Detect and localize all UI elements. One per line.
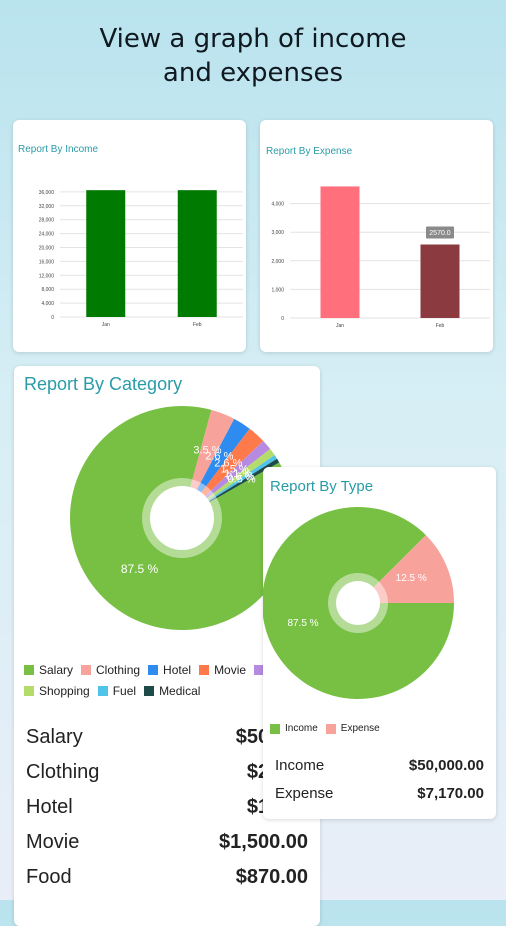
- legend-item: Shopping: [24, 681, 90, 701]
- legend-item: Fuel: [97, 681, 137, 701]
- income-report-title: Report By Income: [18, 144, 99, 155]
- category-report-title: Report By Category: [24, 374, 183, 394]
- legend-swatch: [81, 665, 92, 675]
- amount-row-value: $1,500.00: [219, 831, 308, 853]
- type-report-title: Report By Type: [270, 478, 374, 495]
- expense-report-card[interactable]: Report By Expense 0 1,000 2,000 3,000 4,000 J…: [260, 120, 493, 352]
- legend-item: Income: [270, 723, 318, 734]
- legend-label: Movie: [214, 663, 247, 677]
- legend-item: [254, 665, 269, 675]
- legend-label: Expense: [340, 723, 380, 734]
- slice-label: 2.6 %: [214, 457, 242, 469]
- amount-row-label: Salary: [26, 726, 83, 748]
- slice-label: 87.5 %: [121, 562, 159, 576]
- x-tick-label: Jan: [102, 322, 110, 328]
- amount-row-value: $50,000.00: [408, 757, 484, 774]
- type-legend: Income Expense: [270, 723, 388, 737]
- data-label-box: [426, 226, 454, 239]
- expense-report-title: Report By Expense: [266, 146, 353, 157]
- y-tick-label: 28,000: [39, 218, 55, 224]
- slice-label: 0.6 %: [226, 471, 254, 483]
- y-tick-label: 32,000: [39, 204, 55, 210]
- y-tick-label: 4,000: [41, 301, 54, 307]
- category-pie-chart: 87.5 %3.5 %2.6 %2.6 %1.5 %1.1 %0.6 %0.5 …: [70, 406, 295, 630]
- legend-item: Expense: [325, 723, 380, 734]
- type-amount-list: Income $50,000.00 Expense $7,170.00: [263, 753, 496, 813]
- legend-label: Medical: [159, 684, 201, 698]
- legend-swatch: [24, 686, 34, 696]
- y-tick-label: 4,000: [271, 202, 284, 208]
- y-tick-label: 12,000: [39, 273, 55, 279]
- headline-line-2: and expenses: [162, 58, 344, 88]
- amount-row-label: Movie: [26, 831, 80, 853]
- slice-label: 1.1 %: [224, 468, 252, 480]
- bar[interactable]: [320, 186, 360, 318]
- income-bar-chart: 0 4,000 8,000 12,000 16,000 20,000 24,000 28,00…: [39, 190, 243, 328]
- y-tick-label: 0: [281, 316, 284, 322]
- x-tick-label: Feb: [436, 323, 445, 329]
- bar[interactable]: [177, 190, 217, 317]
- legend-swatch: [325, 723, 336, 734]
- expense-bar-chart: 0 1,000 2,000 3,000 4,000 Jan Feb 2570.0: [271, 186, 490, 329]
- slice-label: 87.5 %: [287, 618, 318, 629]
- pie-slice[interactable]: [358, 535, 454, 603]
- amount-row-label: Expense: [275, 785, 334, 802]
- category-amount-list: Salary$50,000Clothing$2,000Hotel$1,500Mo…: [14, 722, 320, 922]
- legend-swatch: [270, 723, 280, 734]
- legend-swatch: [148, 665, 159, 675]
- pie-slice[interactable]: [263, 507, 454, 699]
- legend-item: Salary: [24, 660, 73, 680]
- slice-label: 12.5 %: [396, 573, 427, 584]
- bar[interactable]: [86, 190, 126, 317]
- legend-item: Clothing: [81, 660, 140, 680]
- legend-label: Hotel: [163, 663, 192, 677]
- y-tick-label: 1,000: [271, 287, 284, 293]
- legend-label: Income: [285, 723, 318, 734]
- slice-label: 2.6 %: [205, 450, 233, 462]
- amount-row-value: $7,170.00: [417, 785, 484, 802]
- amount-row-label: Income: [275, 757, 325, 774]
- y-tick-label: 24,000: [39, 232, 55, 238]
- donut-hole: [336, 581, 380, 625]
- y-tick-label: 36,000: [39, 190, 55, 196]
- income-report-card[interactable]: Report By Income 0 4,000 8,000 12,000 16,000…: [13, 120, 246, 352]
- legend-item: Movie: [199, 660, 246, 680]
- y-tick-label: 20,000: [39, 246, 55, 252]
- legend-label: Clothing: [96, 663, 141, 677]
- x-tick-label: Feb: [193, 322, 202, 328]
- legend-item: Hotel: [148, 660, 191, 680]
- donut-hole: [150, 486, 214, 550]
- legend-label: Salary: [39, 663, 74, 677]
- slice-label: 1.5 %: [221, 464, 249, 476]
- bar[interactable]: [420, 244, 460, 318]
- headline-line-1: View a graph of income: [99, 24, 407, 54]
- headline: View a graph of income and expenses: [0, 22, 506, 90]
- legend-label: Fuel: [112, 684, 137, 698]
- category-legend: Salary Clothing Hotel Movie Shopping Fuel Medi…: [24, 660, 314, 702]
- legend-swatch: [199, 665, 210, 675]
- data-label: 2570.0: [429, 230, 451, 237]
- amount-row-label: Clothing: [26, 761, 100, 783]
- type-report-card[interactable]: Report By Type 87.5 % 12.5 % Income Expens…: [263, 467, 496, 819]
- legend-swatch: [144, 686, 155, 696]
- legend-item: Medical: [144, 681, 200, 701]
- y-tick-label: 3,000: [271, 230, 284, 236]
- y-tick-label: 0: [51, 315, 54, 321]
- slice-label: 0.5 %: [228, 473, 256, 485]
- slice-label: 3.5 %: [193, 444, 221, 456]
- type-pie-chart: 87.5 % 12.5 %: [263, 507, 454, 699]
- amount-row-value: $870.00: [235, 866, 308, 888]
- amount-row-label: Hotel: [26, 796, 73, 818]
- amount-row-label: Food: [26, 866, 72, 888]
- legend-swatch: [24, 665, 34, 675]
- y-tick-label: 2,000: [271, 259, 284, 265]
- y-tick-label: 16,000: [39, 259, 55, 265]
- legend-swatch: [97, 686, 108, 696]
- legend-swatch: [254, 665, 265, 675]
- x-tick-label: Jan: [336, 323, 344, 329]
- y-tick-label: 8,000: [41, 287, 54, 293]
- category-report-card[interactable]: Report By Category 87.5 % 3.5 % 2.6 % 2.6 %…: [14, 366, 320, 926]
- legend-label: Shopping: [39, 684, 90, 698]
